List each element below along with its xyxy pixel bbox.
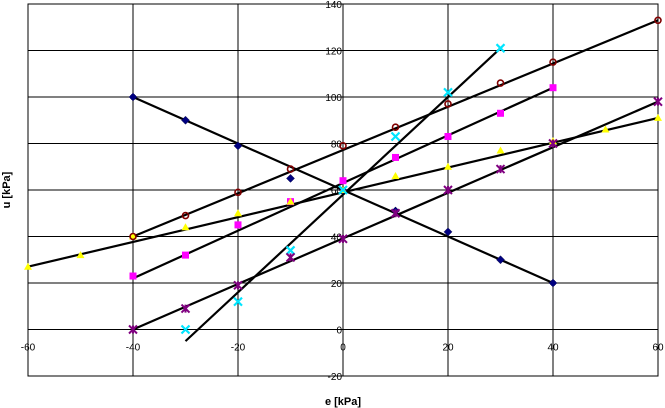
- data-point-triangle: [496, 146, 505, 154]
- data-point-square: [549, 84, 557, 92]
- tick-labels: -60 -40 -20 0 20 40 60 -20 0 20 40 60 80 100 120 140: [21, 0, 664, 383]
- data-point-triangle: [654, 113, 662, 121]
- trendline: [184, 47, 502, 342]
- data-point-circle: [391, 123, 400, 132]
- data-point-circle: [549, 58, 557, 66]
- data-point-diamond: [443, 227, 453, 237]
- data-points: [24, 16, 663, 335]
- data-point-x: [390, 131, 401, 142]
- data-point-star: [443, 185, 453, 195]
- data-point-diamond: [286, 174, 295, 183]
- data-point-triangle: [601, 125, 610, 133]
- data-point-star: [128, 324, 138, 335]
- data-point-square: [182, 251, 189, 259]
- data-point-triangle: [444, 162, 452, 170]
- x-tick-label: -40: [126, 343, 141, 354]
- data-point-circle: [444, 100, 452, 108]
- data-point-triangle: [234, 209, 242, 217]
- y-tick-label: 40: [331, 233, 343, 244]
- data-point-diamond: [233, 141, 243, 151]
- data-point-square: [444, 133, 452, 141]
- y-tick-label: 100: [325, 93, 342, 104]
- data-point-circle: [496, 79, 505, 87]
- data-point-star: [285, 252, 296, 263]
- data-point-square: [339, 177, 347, 185]
- data-point-star: [180, 303, 191, 314]
- data-point-x: [180, 324, 191, 335]
- y-axis-label: u [kPa]: [1, 171, 13, 208]
- data-point-diamond: [128, 92, 138, 102]
- data-point-star: [338, 234, 348, 244]
- data-point-circle: [339, 142, 347, 150]
- x-tick-label: 60: [652, 343, 664, 354]
- data-point-triangle: [181, 223, 190, 231]
- data-point-square: [129, 272, 137, 280]
- data-point-star: [233, 280, 243, 291]
- data-point-x: [443, 87, 453, 98]
- data-point-triangle: [391, 172, 400, 180]
- data-point-triangle: [286, 197, 295, 205]
- x-tick-label: -60: [21, 343, 36, 354]
- data-point-x: [285, 245, 296, 256]
- data-point-diamond: [496, 255, 505, 265]
- data-point-star: [653, 96, 663, 107]
- data-point-square: [392, 153, 399, 161]
- data-point-circle: [234, 188, 242, 197]
- data-point-star: [548, 138, 558, 149]
- data-point-x: [233, 296, 243, 307]
- trendline: [132, 19, 659, 238]
- data-point-x: [338, 185, 348, 195]
- data-point-triangle: [24, 262, 32, 270]
- y-tick-label: 60: [331, 186, 343, 197]
- y-tick-label: -20: [328, 372, 343, 383]
- data-point-square: [234, 221, 242, 229]
- data-point-diamond: [181, 115, 190, 125]
- data-point-square: [497, 109, 504, 117]
- data-point-diamond: [548, 278, 558, 288]
- x-tick-label: 40: [547, 343, 559, 354]
- data-point-circle: [286, 165, 295, 173]
- y-tick-label: 80: [331, 140, 343, 151]
- y-tick-label: 20: [331, 279, 343, 290]
- y-tick-label: 140: [325, 0, 342, 11]
- x-tick-label: 20: [442, 343, 454, 354]
- data-point-x: [495, 43, 506, 53]
- data-point-circle: [654, 16, 662, 25]
- y-tick-label: 0: [336, 326, 342, 337]
- data-point-circle: [129, 232, 137, 241]
- x-tick-label: -20: [231, 343, 246, 354]
- x-axis-label: e [kPa]: [325, 396, 361, 408]
- data-point-triangle: [76, 251, 85, 259]
- y-tick-label: 120: [325, 47, 342, 58]
- x-tick-label: 0: [340, 343, 346, 354]
- data-point-star: [390, 208, 401, 218]
- data-point-star: [495, 164, 506, 174]
- data-point-circle: [181, 211, 190, 220]
